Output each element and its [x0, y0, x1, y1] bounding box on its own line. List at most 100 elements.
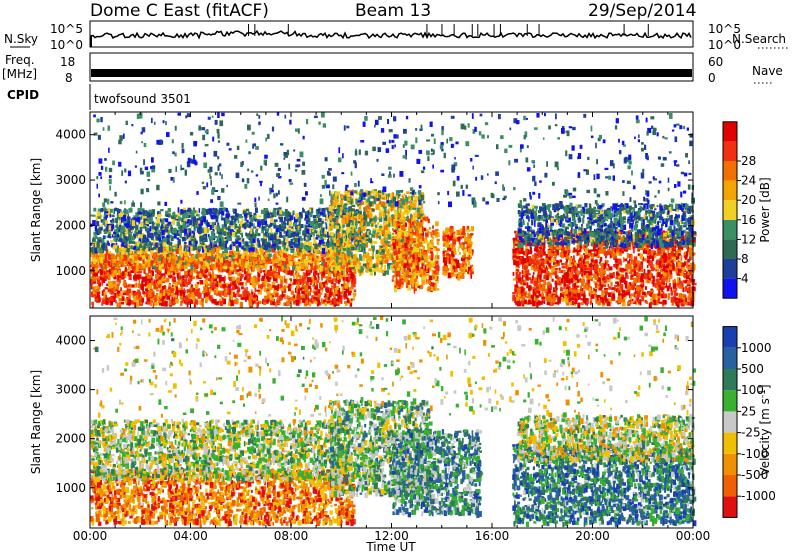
data-cell: [125, 250, 130, 256]
data-cell: [164, 224, 167, 230]
data-cell: [189, 261, 193, 265]
data-cell: [324, 293, 327, 297]
data-cell: [183, 279, 188, 285]
data-cell: [257, 277, 260, 282]
data-cell: [151, 221, 154, 225]
data-cell: [330, 271, 333, 274]
data-cell: [183, 218, 188, 222]
data-cell: [295, 235, 299, 238]
data-cell: [116, 302, 119, 308]
data-cell: [157, 254, 162, 258]
data-cell: [135, 282, 138, 287]
data-cell: [229, 252, 232, 256]
data-cell: [266, 291, 271, 295]
data-cell: [286, 295, 289, 300]
data-cell: [171, 296, 174, 303]
data-cell: [172, 300, 175, 306]
data-cell: [269, 285, 273, 291]
data-cell: [192, 291, 195, 296]
data-cell: [146, 295, 150, 299]
data-cell: [268, 224, 273, 227]
data-cell: [317, 223, 321, 228]
data-cell: [269, 221, 273, 225]
data-cell: [154, 265, 157, 271]
data-cell: [322, 214, 327, 217]
data-cell: [183, 288, 185, 292]
data-cell: [281, 290, 284, 296]
data-cell: [266, 261, 271, 264]
data-cell: [92, 286, 96, 292]
data-cell: [273, 292, 277, 298]
data-cell: [255, 294, 258, 298]
data-cell: [354, 230, 358, 233]
date-label: 29/Sep/2014: [588, 1, 696, 21]
data-cell: [204, 270, 208, 274]
data-cell: [155, 251, 160, 254]
data-cell: [195, 288, 200, 294]
data-cell: [246, 219, 249, 223]
data-cell: [314, 300, 318, 304]
data-cell: [326, 288, 329, 293]
data-cell: [117, 247, 122, 253]
data-cell: [337, 275, 339, 280]
data-cell: [154, 256, 159, 263]
data-cell: [219, 242, 222, 246]
data-cell: [207, 283, 211, 286]
data-cell: [240, 275, 243, 279]
data-cell: [315, 236, 319, 240]
data-cell: [226, 252, 231, 255]
data-cell: [335, 289, 339, 295]
data-cell: [194, 291, 199, 297]
data-cell: [175, 248, 179, 254]
data-cell: [177, 266, 180, 270]
data-cell: [109, 300, 114, 306]
data-cell: [216, 236, 219, 242]
data-cell: [155, 236, 160, 239]
data-cell: [104, 257, 108, 262]
data-cell: [223, 280, 226, 284]
data-cell: [246, 236, 250, 239]
data-cell: [170, 251, 173, 255]
data-cell: [123, 215, 127, 221]
data-cell: [299, 225, 302, 231]
data-cell: [115, 299, 117, 304]
data-cell: [183, 262, 187, 265]
data-cell: [257, 271, 261, 278]
data-cell: [218, 207, 222, 214]
data-cell: [320, 292, 323, 295]
data-cell: [290, 270, 294, 273]
data-cell: [127, 284, 131, 288]
data-cell: [224, 259, 229, 264]
data-cell: [131, 220, 136, 227]
data-cell: [287, 234, 291, 238]
data-cell: [118, 213, 122, 218]
data-cell: [197, 247, 200, 253]
data-cell: [147, 223, 149, 227]
data-cell: [345, 294, 348, 300]
data-cell: [299, 280, 302, 285]
data-cell: [166, 295, 171, 300]
data-cell: [138, 264, 143, 270]
data-cell: [317, 256, 319, 259]
data-cell: [146, 284, 150, 290]
data-cell: [247, 275, 251, 278]
data-cell: [105, 262, 109, 266]
data-cell: [201, 291, 206, 294]
data-cell: [312, 260, 315, 265]
data-cell: [236, 273, 239, 277]
data-cell: [120, 261, 125, 265]
data-cell: [277, 283, 280, 290]
data-cell: [380, 245, 384, 248]
data-cell: [157, 229, 159, 234]
data-cell: [193, 216, 196, 222]
data-cell: [126, 244, 129, 248]
data-cell: [157, 268, 161, 275]
data-cell: [267, 255, 271, 262]
data-cell: [196, 271, 200, 275]
data-cell: [288, 221, 293, 227]
data-cell: [162, 285, 164, 292]
data-cell: [150, 247, 155, 251]
data-cell: [166, 257, 170, 260]
data-cell: [271, 258, 274, 262]
data-cell: [233, 215, 238, 221]
